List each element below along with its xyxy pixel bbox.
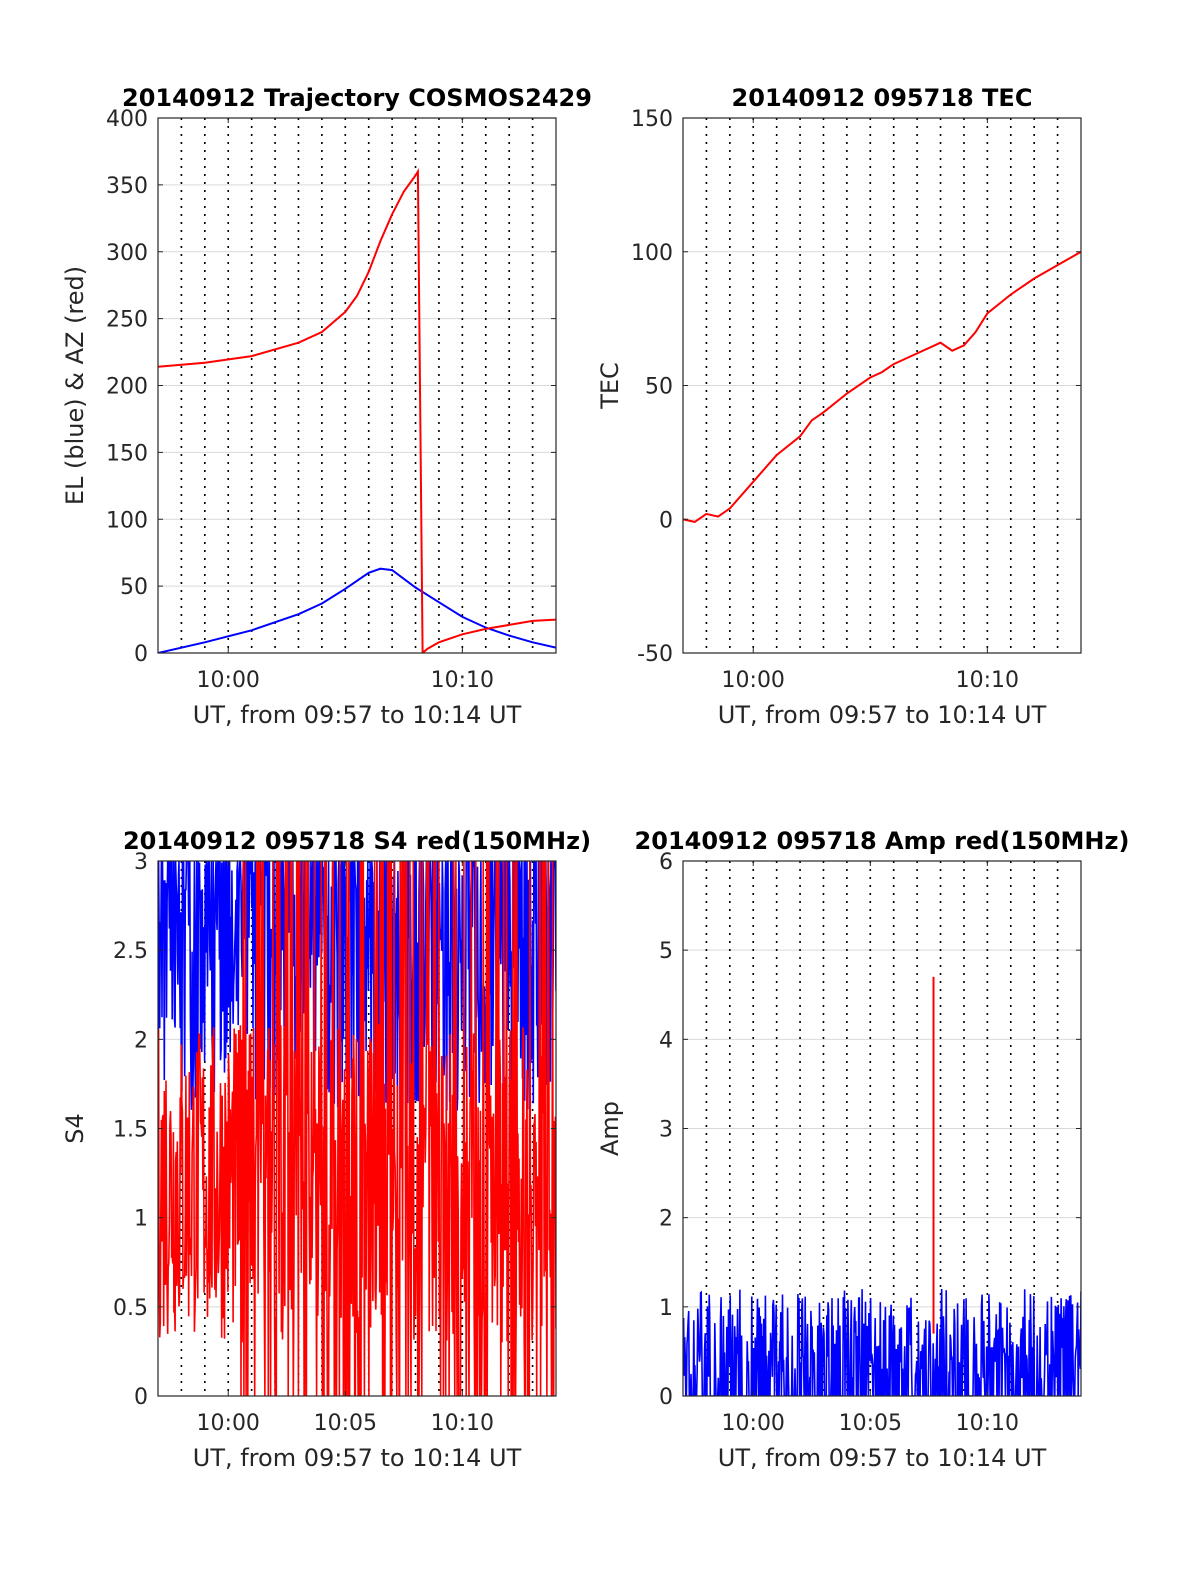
amp-panel: 0 1 2 3 4 5 6 10:00 10:05 10:10 20140912 095718 Am…	[596, 827, 1129, 1472]
chart-title: 20140912 095718 Amp red(150MHz)	[635, 827, 1130, 855]
x-tick-label: 10:00	[197, 1411, 260, 1436]
plot-area	[158, 861, 556, 1396]
series-line-el	[158, 567, 556, 653]
x-axis-label: UT, from 09:57 to 10:14 UT	[193, 1444, 522, 1472]
y-axis-label: S4	[61, 1113, 89, 1144]
y-tick-label: 3	[659, 1118, 673, 1143]
y-tick-label: 250	[106, 308, 148, 333]
y-tick-label: 0.5	[113, 1296, 148, 1321]
y-tick-label: -50	[637, 642, 673, 667]
y-axis-label: TEC	[596, 362, 624, 410]
plot-area	[158, 167, 556, 653]
y-tick-label: 100	[631, 241, 673, 266]
y-tick-label: 350	[106, 174, 148, 199]
y-tick-label: 50	[120, 575, 148, 600]
series-line-s4	[683, 250, 1081, 523]
x-axis-label: UT, from 09:57 to 10:14 UT	[718, 1444, 1047, 1472]
y-tick-label: 50	[645, 375, 673, 400]
x-tick-label: 10:00	[197, 668, 260, 693]
series-line-az	[158, 167, 556, 653]
x-axis-label: UT, from 09:57 to 10:14 UT	[193, 701, 522, 729]
y-tick-label: 0	[134, 1385, 148, 1410]
y-tick-label: 100	[106, 508, 148, 533]
y-tick-label: 150	[106, 441, 148, 466]
y-tick-label: 300	[106, 241, 148, 266]
y-axis-label: EL (blue) & AZ (red)	[61, 266, 89, 505]
y-tick-label: 5	[659, 939, 673, 964]
y-tick-label: 150	[631, 107, 673, 132]
y-tick-label: 2	[134, 1028, 148, 1053]
plot-area	[683, 250, 1081, 523]
series-noise-amp_blue	[683, 1288, 1081, 1396]
x-tick-label: 10:10	[956, 668, 1019, 693]
y-tick-label: 1.5	[113, 1118, 148, 1143]
tec-panel: -50 0 50 100 150 10:00 10:10 20140912 095718 TE…	[596, 84, 1082, 729]
chart-title: 20140912 Trajectory COSMOS2429	[122, 84, 592, 112]
x-axis-label: UT, from 09:57 to 10:14 UT	[718, 701, 1047, 729]
chart-title: 20140912 095718 TEC	[732, 84, 1033, 112]
x-tick-label: 10:00	[722, 1411, 785, 1436]
s4-panel: 0 0.5 1 1.5 2 2.5 3 10:00 10:05 10:10 20140912 095…	[61, 827, 591, 1472]
x-tick-label: 10:05	[314, 1411, 377, 1436]
trajectory-panel: 0 50 100 150 200 250 300 350 400 10:00 10:10 201409…	[61, 84, 592, 729]
y-tick-label: 0	[659, 508, 673, 533]
y-tick-label: 3	[134, 850, 148, 875]
y-axis-label: Amp	[596, 1101, 624, 1156]
x-tick-label: 10:10	[956, 1411, 1019, 1436]
y-tick-label: 0	[659, 1385, 673, 1410]
chart-title: 20140912 095718 S4 red(150MHz)	[123, 827, 591, 855]
y-tick-label: 2.5	[113, 939, 148, 964]
x-tick-label: 10:10	[431, 668, 494, 693]
y-tick-label: 1	[659, 1296, 673, 1321]
x-tick-label: 10:05	[839, 1411, 902, 1436]
y-tick-label: 1	[134, 1207, 148, 1232]
x-tick-label: 10:10	[431, 1411, 494, 1436]
series-noise-amp_red	[158, 861, 556, 1396]
y-tick-label: 4	[659, 1028, 673, 1053]
y-tick-label: 400	[106, 107, 148, 132]
plot-area	[683, 976, 1081, 1396]
y-tick-label: 200	[106, 375, 148, 400]
y-tick-label: 0	[134, 642, 148, 667]
x-tick-label: 10:00	[722, 668, 785, 693]
y-tick-label: 6	[659, 850, 673, 875]
y-tick-label: 2	[659, 1207, 673, 1232]
